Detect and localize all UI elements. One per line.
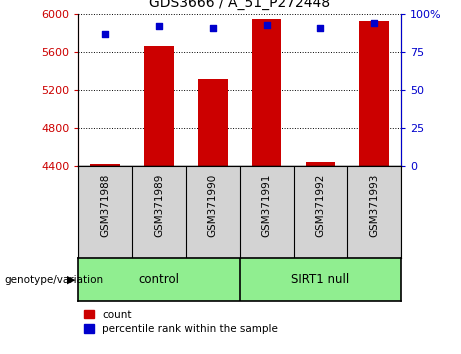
Legend: count, percentile rank within the sample: count, percentile rank within the sample — [83, 310, 278, 334]
Point — [155, 23, 163, 29]
Text: GSM371989: GSM371989 — [154, 174, 164, 237]
Bar — [306, 162, 335, 166]
Point — [371, 21, 378, 26]
Point — [209, 25, 217, 31]
Bar — [198, 79, 228, 166]
Text: GSM371993: GSM371993 — [369, 174, 379, 237]
Point — [101, 31, 109, 37]
Title: GDS3666 / A_51_P272448: GDS3666 / A_51_P272448 — [149, 0, 330, 10]
Bar — [90, 164, 120, 166]
Point — [317, 25, 324, 31]
Text: GSM371991: GSM371991 — [261, 174, 272, 237]
Text: SIRT1 null: SIRT1 null — [291, 273, 349, 286]
Bar — [252, 19, 281, 166]
Bar — [144, 46, 174, 166]
Bar — [360, 21, 389, 166]
Text: ▶: ▶ — [67, 275, 75, 285]
Text: GSM371990: GSM371990 — [208, 174, 218, 237]
Text: GSM371992: GSM371992 — [315, 174, 325, 237]
Text: control: control — [139, 273, 179, 286]
Text: genotype/variation: genotype/variation — [5, 275, 104, 285]
Point — [263, 22, 270, 28]
Text: GSM371988: GSM371988 — [100, 174, 110, 237]
